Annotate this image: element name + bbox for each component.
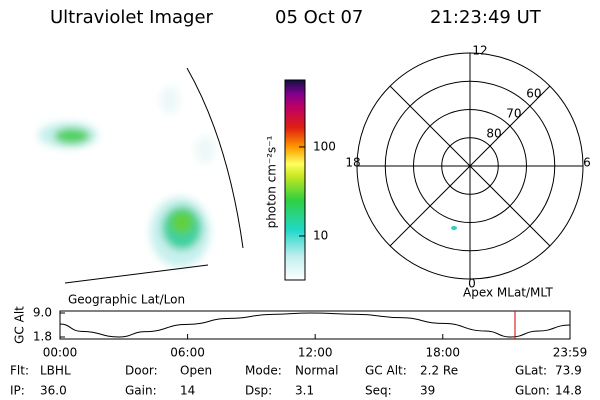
time: 21:23:49 UT	[430, 7, 542, 28]
mlt-label: 18	[345, 156, 360, 170]
lat-tick-label: 70	[506, 107, 521, 121]
info-label: Mode:	[245, 364, 282, 378]
info-value: Open	[180, 364, 212, 378]
info-value: 14	[180, 384, 195, 398]
mlt-label: 0	[468, 277, 476, 291]
info-value: 14.8	[555, 384, 582, 398]
lat-tick-label: 60	[526, 87, 541, 101]
info-label: Seq:	[365, 384, 392, 398]
info-value: 2.2 Re	[420, 364, 458, 378]
lat-tick-label: 80	[486, 127, 501, 141]
terminator-line	[64, 264, 209, 284]
colorbar	[284, 79, 306, 281]
info-value: 39	[420, 384, 435, 398]
lat-ring	[413, 109, 527, 223]
title: Ultraviolet Imager	[50, 7, 214, 28]
polar-emission	[451, 226, 457, 230]
info-label: Gain:	[125, 384, 157, 398]
info-label: Flt:	[10, 364, 29, 378]
info-label: GC Alt:	[365, 364, 407, 378]
info-label: Door:	[125, 364, 158, 378]
lat-ring	[441, 137, 499, 195]
mlt-label: 12	[472, 44, 487, 58]
info-value: Normal	[295, 364, 338, 378]
alt-x-tick-label: 00:00	[43, 346, 78, 360]
alt-x-tick-label: 12:00	[298, 346, 333, 360]
uv-image	[38, 86, 215, 267]
polar-label: Apex MLat/MLT	[463, 286, 553, 300]
info-label: GLat:	[515, 364, 547, 378]
alt-ylabel: GC Alt	[13, 306, 27, 344]
image-label: Geographic Lat/Lon	[68, 293, 185, 307]
info-value: 3.1	[295, 384, 314, 398]
info-value: LBHL	[40, 364, 71, 378]
alt-x-tick-label: 23:59	[553, 346, 588, 360]
mlt-label: 6	[583, 156, 591, 170]
limb-arc	[186, 67, 244, 249]
info-label: GLon:	[515, 384, 550, 398]
colorbar-label: photon cm⁻²s⁻¹	[265, 135, 279, 228]
info-value: 73.9	[555, 364, 582, 378]
lat-ring	[356, 52, 584, 280]
info-value: 36.0	[40, 384, 67, 398]
alt-y-tick-label: 9.0	[33, 306, 52, 320]
info-label: Dsp:	[245, 384, 272, 398]
date: 05 Oct 07	[275, 7, 363, 28]
colorbar-tick-label: 100	[313, 139, 336, 153]
info-label: IP:	[10, 384, 25, 398]
colorbar-tick-label: 10	[313, 228, 328, 242]
alt-x-tick-label: 06:00	[170, 346, 205, 360]
lat-ring	[384, 80, 556, 252]
altitude-curve	[59, 312, 571, 338]
alt-x-tick-label: 18:00	[425, 346, 460, 360]
polar-frame	[357, 53, 583, 279]
alt-y-tick-label: 1.8	[33, 330, 52, 344]
